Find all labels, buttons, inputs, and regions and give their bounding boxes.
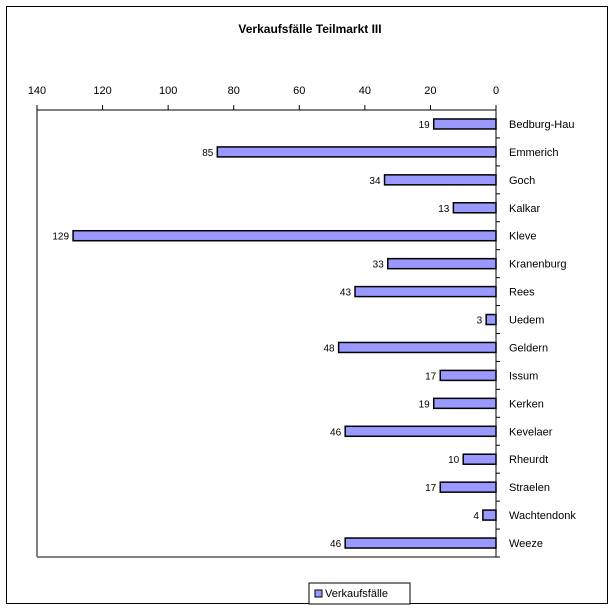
- bar: [216, 146, 497, 158]
- data-label: 3: [477, 316, 483, 327]
- plot-area: 140 120 100 80 60 40 20 0 Bedburg-Hau 19 Emmerich 8…: [28, 85, 576, 558]
- category-label: Kalkar: [509, 203, 541, 215]
- bar: [482, 509, 497, 521]
- data-label: 17: [425, 483, 437, 494]
- bar: [485, 313, 497, 326]
- legend-swatch: [314, 589, 323, 598]
- x-tick-label: 20: [424, 85, 436, 97]
- legend: Verkaufsfälle: [308, 582, 411, 605]
- category-label: Goch: [509, 175, 535, 187]
- category-label: Issum: [509, 370, 538, 382]
- data-label: 129: [52, 232, 69, 243]
- data-label: 19: [419, 399, 431, 410]
- bar: [439, 369, 497, 382]
- x-tick-label: 140: [28, 85, 46, 97]
- bar: [432, 397, 497, 410]
- x-tick-label: 80: [228, 85, 240, 97]
- data-label: 10: [448, 455, 460, 466]
- data-label: 46: [330, 427, 342, 438]
- bar: [354, 285, 497, 298]
- x-tick-label: 40: [359, 85, 371, 97]
- category-label: Emmerich: [509, 147, 559, 159]
- category-label: Uedem: [509, 315, 544, 327]
- data-label: 43: [340, 288, 352, 299]
- category-label: Weeze: [509, 538, 543, 550]
- category-label: Kevelaer: [509, 426, 553, 438]
- chart-frame: [6, 6, 608, 604]
- bar: [344, 537, 497, 549]
- bar: [387, 257, 497, 270]
- legend-label: Verkaufsfälle: [325, 588, 388, 600]
- category-label: Straelen: [509, 482, 550, 494]
- data-label: 4: [473, 511, 479, 522]
- data-label: 34: [369, 176, 381, 187]
- x-tick-label: 0: [493, 85, 499, 97]
- category-label: Kerken: [509, 398, 544, 410]
- category-label: Rees: [509, 287, 535, 299]
- category-label: Kranenburg: [509, 259, 567, 271]
- category-label: Rheurdt: [509, 454, 548, 466]
- chart-title: Verkaufsfälle Teilmarkt III: [238, 22, 381, 36]
- data-label: 33: [373, 260, 385, 271]
- data-label: 85: [202, 148, 214, 159]
- bar: [344, 425, 497, 438]
- category-label: Kleve: [509, 231, 537, 243]
- category-label: Geldern: [509, 342, 548, 354]
- bar: [432, 118, 497, 130]
- category-label: Bedburg-Hau: [509, 119, 574, 131]
- category-label: Wachtendonk: [509, 510, 576, 522]
- legend-box: [308, 582, 411, 605]
- bar: [383, 174, 497, 186]
- bar: [72, 229, 497, 242]
- x-tick-label: 60: [293, 85, 305, 97]
- bar: [439, 481, 497, 493]
- data-label: 19: [419, 120, 431, 131]
- data-label: 46: [330, 539, 342, 550]
- bar: [462, 453, 497, 465]
- bar: [452, 202, 497, 214]
- bar: [337, 341, 497, 354]
- x-tick-label: 100: [159, 85, 177, 97]
- data-label: 17: [425, 371, 437, 382]
- data-label: 13: [438, 204, 450, 215]
- data-label: 48: [324, 343, 336, 354]
- x-tick-label: 120: [93, 85, 111, 97]
